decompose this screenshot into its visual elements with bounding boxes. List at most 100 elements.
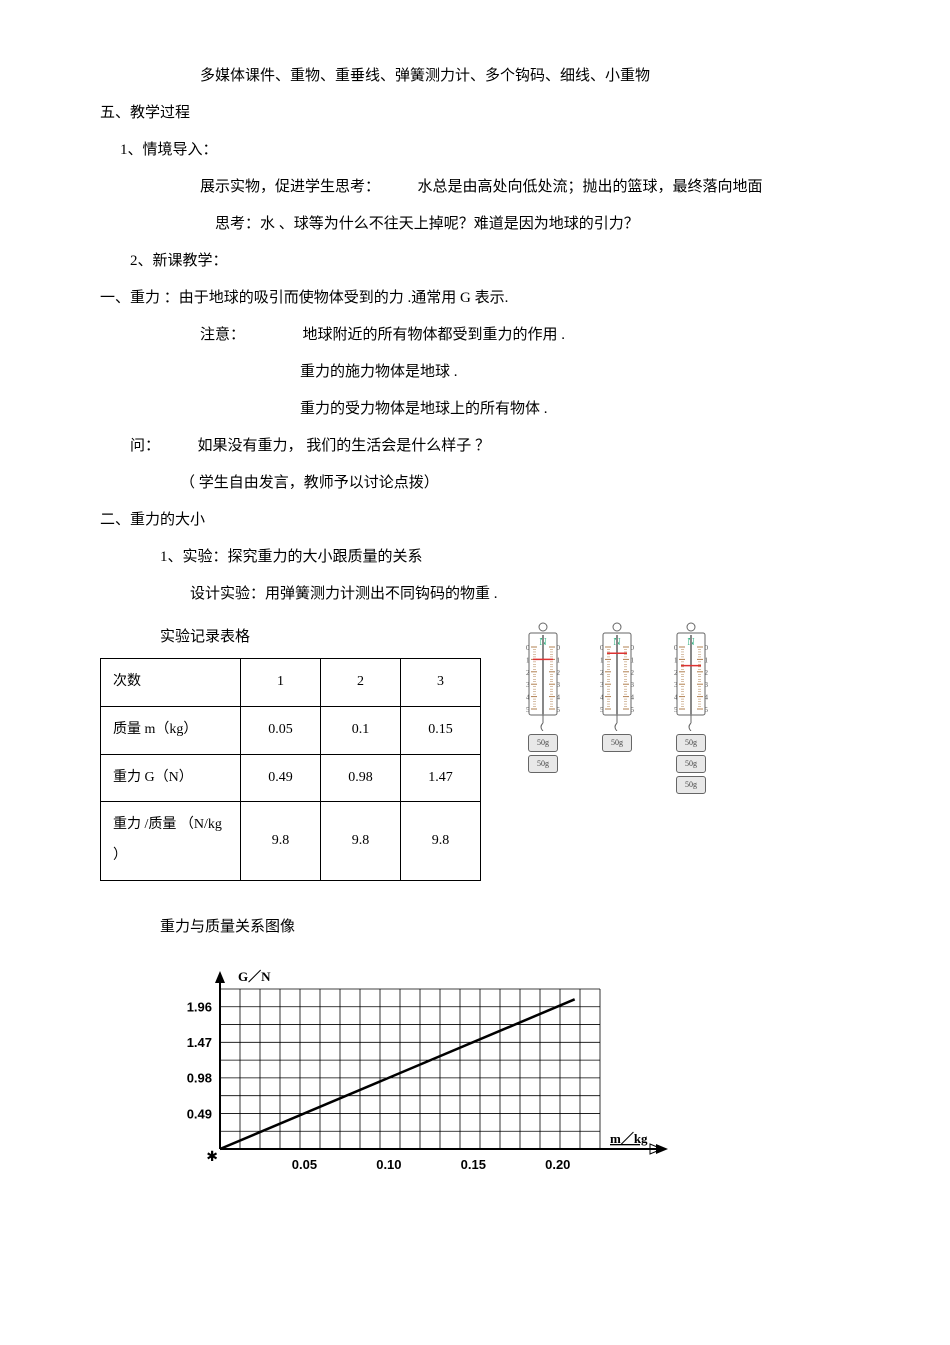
table-cell: 质量 m（kg）: [101, 706, 241, 754]
svg-text:2: 2: [557, 669, 561, 677]
intro-think: 思考：水 、球等为什么不往天上掉呢？难道是因为地球的引力？: [100, 208, 850, 241]
table-header: 次数: [101, 659, 241, 707]
table-cell: 0.49: [241, 754, 321, 802]
weight-box: 50g: [528, 755, 558, 773]
gauges-illustration: N00112233445550g50gN00112233445550gN0011…: [521, 621, 713, 881]
q-2: （ 学生自由发言，教师予以讨论点拨）: [100, 467, 850, 500]
intro-show-label: 展示实物，促进学生思考：: [200, 179, 380, 195]
note-3: 重力的受力物体是地球上的所有物体 .: [100, 393, 850, 426]
table-cell: 重力 /质量 （N/kg ）: [101, 802, 241, 881]
table-cell: 重力 G（N）: [101, 754, 241, 802]
svg-text:0: 0: [631, 644, 635, 652]
svg-text:0.10: 0.10: [376, 1157, 401, 1172]
svg-text:0: 0: [600, 644, 604, 652]
note-2: 重力的施力物体是地球 .: [100, 356, 850, 389]
svg-text:3: 3: [674, 681, 678, 689]
svg-text:5: 5: [631, 706, 635, 714]
intro-1: 1、情境导入：: [100, 134, 850, 167]
svg-text:1: 1: [526, 656, 530, 664]
table-cell: 0.15: [401, 706, 481, 754]
svg-text:4: 4: [705, 694, 709, 702]
table-cell: 9.8: [401, 802, 481, 881]
svg-text:0: 0: [557, 644, 561, 652]
svg-text:3: 3: [600, 681, 604, 689]
svg-text:4: 4: [631, 694, 635, 702]
weight-box: 50g: [528, 734, 558, 752]
weight-box: 50g: [602, 734, 632, 752]
svg-text:3: 3: [705, 681, 709, 689]
svg-text:1: 1: [600, 656, 604, 664]
svg-text:0.05: 0.05: [292, 1157, 317, 1172]
table-cell: 9.8: [321, 802, 401, 881]
svg-text:1.96: 1.96: [187, 999, 212, 1014]
svg-text:0.15: 0.15: [461, 1157, 486, 1172]
svg-text:1: 1: [557, 656, 561, 664]
table-header: 1: [241, 659, 321, 707]
spring-gauge: N00112233445550g50g50g: [669, 621, 713, 794]
exp-2: 设计实验：用弹簧测力计测出不同钩码的物重 .: [100, 578, 850, 611]
intro-show: 展示实物，促进学生思考： 水总是由高处向低处流；抛出的篮球，最终落向地面: [100, 171, 850, 204]
svg-text:0: 0: [674, 644, 678, 652]
gravity-def: 一、重力 ：由于地球的吸引而使物体受到的力 .通常用 G 表示.: [100, 282, 850, 315]
svg-text:2: 2: [631, 669, 635, 677]
table-cell: 0.98: [321, 754, 401, 802]
q-label: 问：: [130, 438, 160, 454]
svg-text:5: 5: [557, 706, 561, 714]
svg-text:5: 5: [600, 706, 604, 714]
gravity-mass-chart: G／Nm／kg✱0.490.981.471.960.050.100.150.20: [160, 959, 850, 1184]
svg-text:5: 5: [674, 706, 678, 714]
svg-text:✱: ✱: [206, 1150, 218, 1165]
svg-text:1: 1: [674, 656, 678, 664]
note-label: 注意：: [200, 327, 245, 343]
svg-text:2: 2: [674, 669, 678, 677]
data-table: 次数 1 2 3 质量 m（kg） 0.05 0.1 0.15 重力 G（N） …: [100, 658, 481, 881]
weight-box: 50g: [676, 755, 706, 773]
table-row: 重力 /质量 （N/kg ） 9.8 9.8 9.8: [101, 802, 481, 881]
svg-text:2: 2: [600, 669, 604, 677]
note-1: 地球附近的所有物体都受到重力的作用 .: [303, 327, 566, 343]
svg-text:0.49: 0.49: [187, 1106, 212, 1121]
table-cell: 0.05: [241, 706, 321, 754]
svg-text:1: 1: [631, 656, 635, 664]
svg-text:G／N: G／N: [238, 969, 271, 984]
svg-text:1.47: 1.47: [187, 1035, 212, 1050]
svg-text:0: 0: [526, 644, 530, 652]
svg-text:4: 4: [557, 694, 561, 702]
table-row: 重力 G（N） 0.49 0.98 1.47: [101, 754, 481, 802]
table-header: 2: [321, 659, 401, 707]
svg-text:0.98: 0.98: [187, 1071, 212, 1086]
weight-box: 50g: [676, 776, 706, 794]
svg-text:5: 5: [526, 706, 530, 714]
table-area: 实验记录表格 次数 1 2 3 质量 m（kg） 0.05 0.1 0.15 重…: [100, 621, 850, 881]
table-row: 质量 m（kg） 0.05 0.1 0.15: [101, 706, 481, 754]
table-cell: 9.8: [241, 802, 321, 881]
intro-show-rest: 水总是由高处向低处流；抛出的篮球，最终落向地面: [418, 179, 763, 195]
spring-gauge: N00112233445550g50g: [521, 621, 565, 773]
size-title: 二、重力的大小: [100, 504, 850, 537]
table-cell: 0.1: [321, 706, 401, 754]
intro-2: 2、新课教学：: [100, 245, 850, 278]
svg-text:4: 4: [526, 694, 530, 702]
table-row: 次数 1 2 3: [101, 659, 481, 707]
svg-text:0: 0: [705, 644, 709, 652]
svg-text:3: 3: [526, 681, 530, 689]
svg-text:1: 1: [705, 656, 709, 664]
exp-3: 实验记录表格: [100, 621, 481, 654]
section-5-heading: 五、教学过程: [100, 97, 850, 130]
svg-text:2: 2: [705, 669, 709, 677]
q-row: 问： 如果没有重力， 我们的生活会是什么样子 ？: [100, 430, 850, 463]
svg-text:3: 3: [631, 681, 635, 689]
weight-box: 50g: [676, 734, 706, 752]
svg-text:4: 4: [674, 694, 678, 702]
chart-title: 重力与质量关系图像: [100, 911, 850, 944]
note-row: 注意： 地球附近的所有物体都受到重力的作用 .: [100, 319, 850, 352]
svg-text:3: 3: [557, 681, 561, 689]
table-header: 3: [401, 659, 481, 707]
svg-text:2: 2: [526, 669, 530, 677]
svg-text:5: 5: [705, 706, 709, 714]
spring-gauge: N00112233445550g: [595, 621, 639, 752]
svg-text:4: 4: [600, 694, 604, 702]
table-cell: 1.47: [401, 754, 481, 802]
svg-text:m／kg: m／kg: [610, 1131, 648, 1146]
exp-1: 1、实验：探究重力的大小跟质量的关系: [100, 541, 850, 574]
